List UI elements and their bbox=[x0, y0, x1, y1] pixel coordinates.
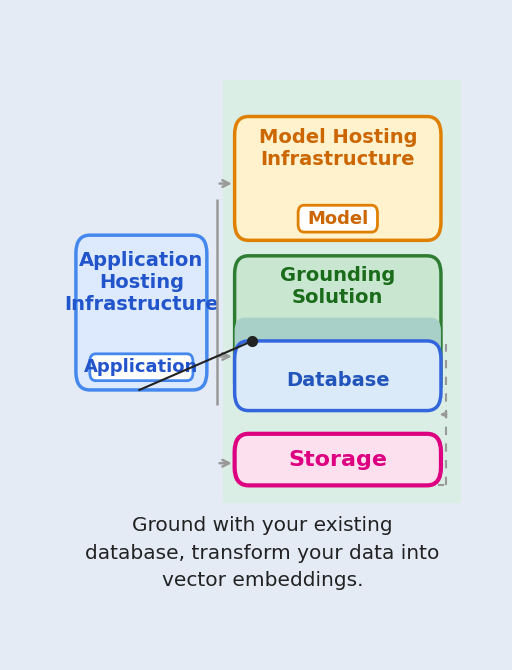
Text: Model: Model bbox=[307, 210, 369, 228]
FancyBboxPatch shape bbox=[234, 117, 441, 241]
FancyBboxPatch shape bbox=[234, 433, 441, 485]
FancyBboxPatch shape bbox=[76, 235, 207, 390]
Text: Model Hosting
Infrastructure: Model Hosting Infrastructure bbox=[259, 128, 417, 169]
Text: Ground with your existing
database, transform your data into
vector embeddings.: Ground with your existing database, tran… bbox=[85, 517, 440, 590]
FancyBboxPatch shape bbox=[298, 205, 377, 232]
Text: Application
Hosting
Infrastructure: Application Hosting Infrastructure bbox=[64, 251, 219, 314]
Text: Database: Database bbox=[286, 371, 390, 391]
FancyBboxPatch shape bbox=[223, 80, 469, 503]
FancyBboxPatch shape bbox=[90, 354, 193, 381]
FancyBboxPatch shape bbox=[234, 318, 441, 362]
Text: Storage: Storage bbox=[288, 450, 387, 470]
FancyBboxPatch shape bbox=[234, 256, 441, 400]
Text: Application: Application bbox=[84, 358, 199, 377]
Text: Grounding
Solution: Grounding Solution bbox=[280, 266, 395, 307]
FancyBboxPatch shape bbox=[234, 341, 441, 411]
